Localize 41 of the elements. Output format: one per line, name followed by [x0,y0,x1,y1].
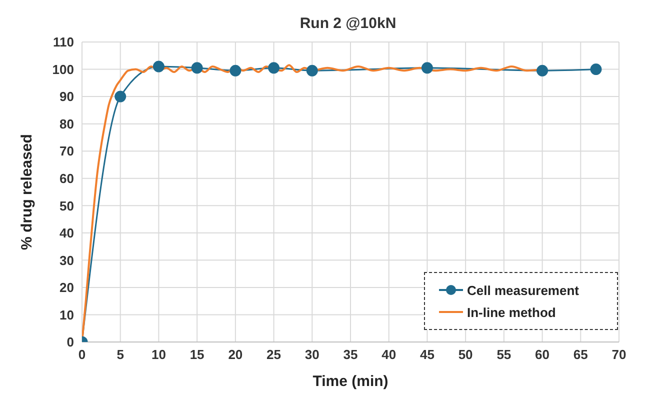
x-tick-label: 65 [573,347,588,362]
y-tick-label: 50 [60,198,74,214]
legend-label: In-line method [467,304,556,320]
x-tick-label: 20 [228,347,243,362]
y-tick-label: 40 [60,226,74,241]
x-tick-label: 5 [116,347,124,362]
point [421,62,433,74]
point [191,62,203,74]
y-tick-label: 70 [60,144,74,159]
y-tick-label: 0 [66,334,74,350]
x-tick-label: 30 [304,347,320,362]
point [590,64,602,76]
x-tick-label: 15 [190,347,204,362]
x-tick-label: 35 [343,347,358,362]
point [306,64,318,76]
x-tick-label: 70 [612,347,626,362]
point [152,60,164,72]
y-tick-label: 30 [60,252,74,268]
point [230,64,242,76]
chart-title: Run 2 @10kN [300,15,396,32]
y-tick-label: 10 [60,307,74,322]
y-tick-label: 20 [60,280,74,296]
y-tick-label: 90 [60,89,74,104]
point [536,64,548,76]
legend-label: Cell measurement [467,282,579,298]
x-tick-label: 60 [535,347,550,362]
x-tick-label: 50 [458,347,473,362]
y-tick-label: 100 [52,62,74,77]
x-tick-label: 10 [151,347,166,362]
point [268,62,280,74]
y-tick-label: 60 [60,170,74,186]
x-tick-label: 0 [78,347,86,362]
x-axis-title: Time (min) [312,373,388,390]
y-axis-title: % drug released [18,134,36,250]
x-tick-label: 55 [496,347,512,362]
y-tick-label: 80 [60,116,74,132]
point [114,90,126,102]
x-tick-label: 40 [382,347,396,362]
x-tick-label: 45 [420,347,434,362]
y-tick-label: 110 [53,34,74,50]
x-tick-label: 25 [266,347,282,362]
